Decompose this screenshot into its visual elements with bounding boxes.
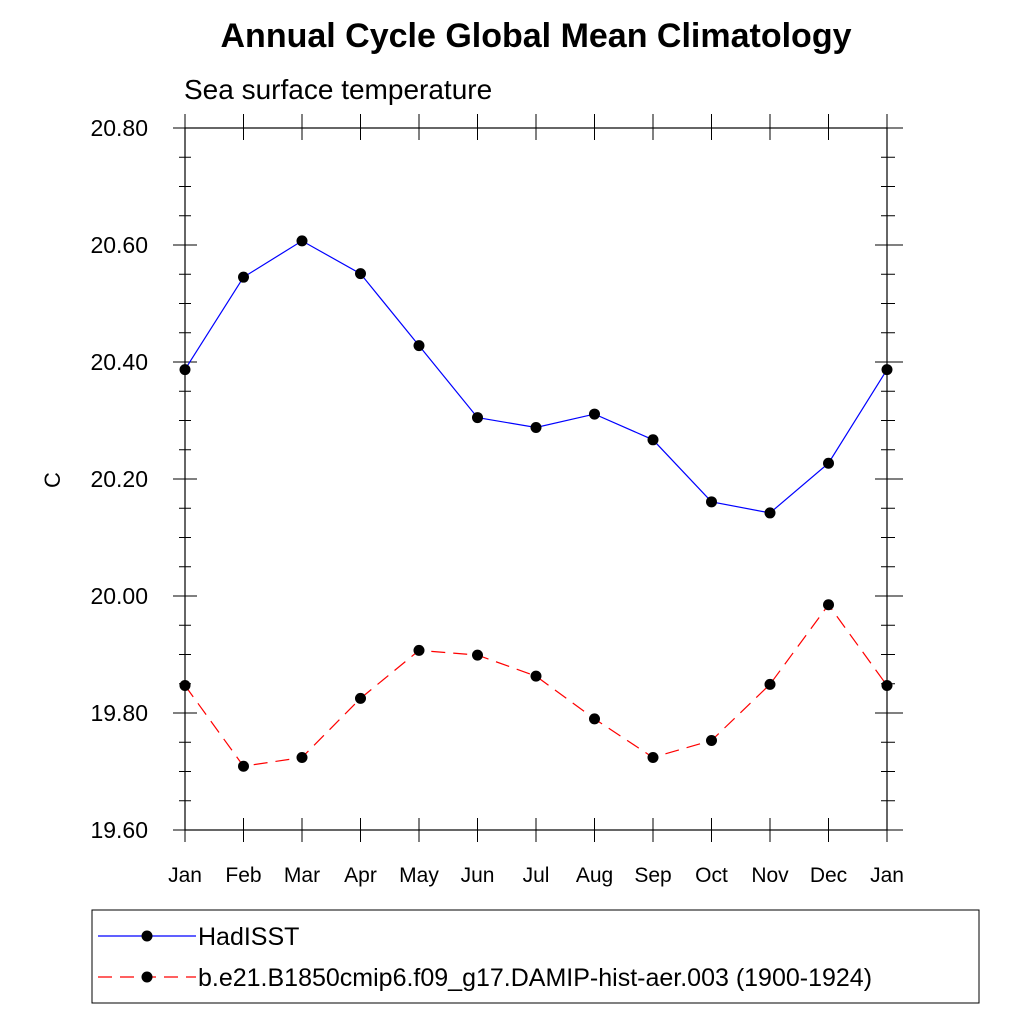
x-tick-label: May [399, 864, 439, 887]
y-tick-label: 20.40 [90, 349, 148, 375]
series-0-point [764, 507, 776, 519]
legend-marker-model [141, 971, 153, 983]
y-tick-label: 20.00 [90, 583, 148, 609]
x-tick-label: Sep [634, 864, 671, 887]
legend-box [91, 909, 980, 1004]
x-tick-label: Jun [461, 864, 495, 887]
series-1-point [764, 678, 776, 690]
x-tick-label: Feb [225, 864, 261, 887]
series-1-point [881, 680, 893, 692]
series-1-point [472, 649, 483, 661]
y-tick-label: 19.60 [90, 817, 148, 843]
series-0-point [296, 235, 308, 247]
x-tick-label: Dec [810, 864, 847, 887]
chart-title: Annual Cycle Global Mean Climatology [221, 17, 852, 55]
series-1-point [647, 751, 659, 763]
x-tick-label: Mar [284, 864, 320, 887]
series-0-point [530, 422, 542, 434]
x-tick-label: Jan [168, 864, 202, 887]
series-1-point [589, 713, 600, 725]
series-0-point [472, 412, 483, 424]
series-1-point [296, 751, 308, 763]
series-0-point [589, 408, 600, 420]
x-tick-label: Jan [870, 864, 904, 887]
series-1-point [355, 692, 366, 704]
series-1-point [413, 644, 425, 656]
series-1-point [238, 760, 249, 772]
legend-label-model: b.e21.B1850cmip6.f09_g17.DAMIP-hist-aer.… [198, 964, 872, 992]
legend-label-hadisst: HadISST [198, 923, 299, 951]
series-1-point [530, 670, 542, 682]
legend: HadISST b.e21.B1850cmip6.f09_g17.DAMIP-h… [91, 909, 980, 1004]
chart-subtitle: Sea surface temperature [184, 74, 492, 105]
series-line-0 [184, 240, 888, 514]
series-0-point [881, 364, 893, 376]
series-0-point [706, 496, 717, 508]
y-tick-label: 20.80 [90, 115, 148, 141]
x-tick-label: Nov [751, 864, 789, 887]
series-0-point [647, 434, 659, 446]
y-axis-label: C [40, 472, 65, 488]
legend-marker-hadisst [141, 930, 153, 942]
series-1-point [706, 734, 717, 746]
series-line-1 [184, 603, 888, 767]
x-tick-label: Aug [576, 864, 613, 887]
series-0-point [823, 457, 834, 469]
series-1-point [823, 599, 834, 611]
y-tick-label: 19.80 [90, 700, 148, 726]
axes: 19.60 19.80 20.00 20.20 20.40 20.60 20.80 Jan Fe… [90, 114, 904, 887]
x-tick-label: Jul [523, 864, 550, 887]
y-tick-label: 20.60 [90, 232, 148, 258]
x-tick-label: Apr [344, 864, 377, 887]
y-tick-label: 20.20 [90, 466, 148, 492]
series-0-point [179, 364, 191, 376]
plot-frame [184, 127, 888, 831]
series-0-point [413, 340, 425, 352]
series-layer [179, 235, 893, 772]
x-tick-label: Oct [695, 864, 728, 887]
series-0-point [355, 268, 366, 280]
series-0-point [238, 271, 249, 283]
series-1-point [179, 680, 191, 692]
